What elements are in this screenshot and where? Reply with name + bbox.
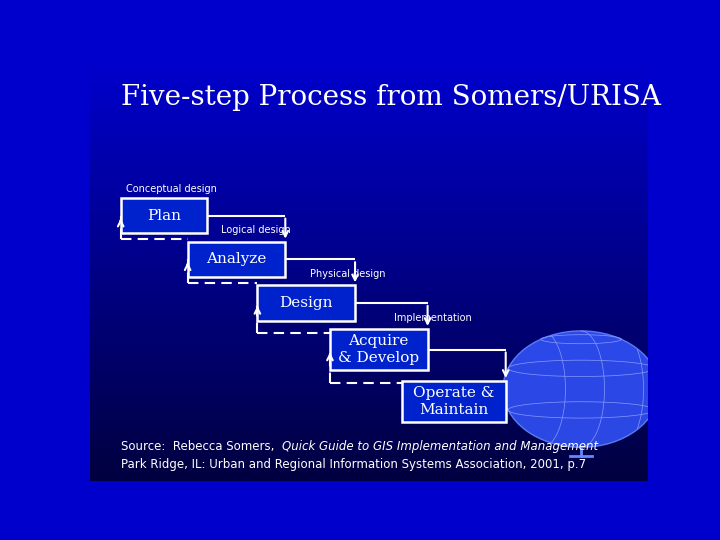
Text: Design: Design — [279, 296, 333, 310]
Text: Analyze: Analyze — [207, 252, 266, 266]
Text: Source:  Rebecca Somers,: Source: Rebecca Somers, — [121, 440, 282, 453]
Text: Logical design: Logical design — [221, 225, 291, 235]
Bar — [258, 285, 355, 321]
Text: Implementation: Implementation — [394, 313, 472, 323]
Text: Acquire
& Develop: Acquire & Develop — [338, 334, 419, 365]
Bar — [121, 198, 207, 233]
Text: Operate &
Maintain: Operate & Maintain — [413, 386, 495, 417]
Text: Plan: Plan — [147, 208, 181, 222]
Text: Physical design: Physical design — [310, 269, 386, 279]
Text: Park Ridge, IL: Urban and Regional Information Systems Association, 2001, p.7: Park Ridge, IL: Urban and Regional Infor… — [121, 458, 586, 471]
Circle shape — [503, 331, 660, 447]
Bar — [330, 329, 428, 370]
Text: Quick Guide to GIS Implementation and Management: Quick Guide to GIS Implementation and Ma… — [282, 440, 598, 453]
Bar — [402, 381, 505, 422]
Text: Five-step Process from Somers/URISA: Five-step Process from Somers/URISA — [121, 84, 661, 111]
Bar — [188, 241, 285, 277]
Text: Conceptual design: Conceptual design — [126, 184, 217, 194]
